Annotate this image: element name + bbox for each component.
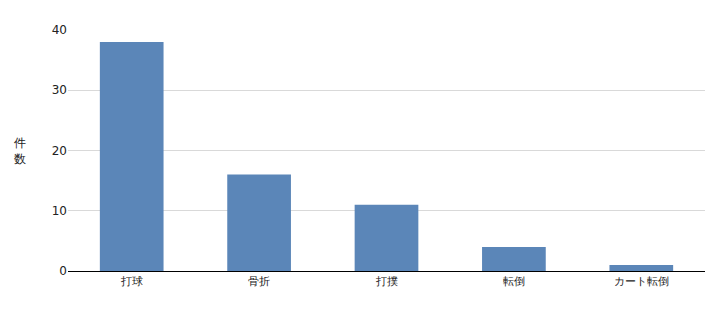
svg-text:40: 40	[52, 23, 67, 37]
svg-text:20: 20	[52, 144, 67, 158]
svg-text:10: 10	[52, 204, 67, 218]
svg-text:打撲: 打撲	[375, 275, 398, 288]
svg-text:カート転倒: カート転倒	[614, 275, 669, 288]
svg-text:骨折: 骨折	[248, 275, 270, 288]
svg-text:打球: 打球	[120, 275, 143, 288]
svg-text:転倒: 転倒	[503, 275, 525, 288]
svg-text:件数: 件数	[14, 136, 26, 166]
svg-text:30: 30	[52, 83, 67, 97]
svg-text:0: 0	[59, 264, 67, 278]
